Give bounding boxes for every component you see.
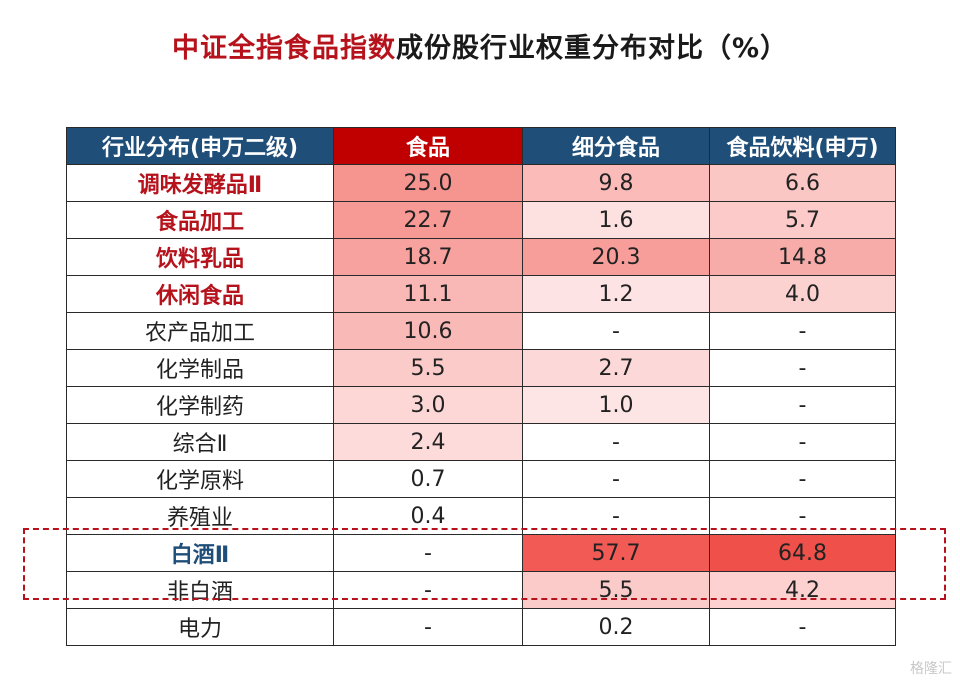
value-cell: - [709, 386, 896, 424]
industry-cell: 调味发酵品Ⅱ [66, 164, 334, 202]
value-cell: 11.1 [333, 275, 523, 313]
industry-cell: 食品加工 [66, 201, 334, 239]
industry-cell: 养殖业 [66, 497, 334, 535]
value-cell: 5.5 [333, 349, 523, 387]
value-cell: - [709, 423, 896, 461]
table-row: 休闲食品 11.1 1.2 4.0 [66, 275, 896, 313]
table-row: 综合Ⅱ 2.4- - [66, 423, 896, 461]
column-header-sub-food: 细分食品 [522, 127, 710, 165]
value-cell: 2.7 [522, 349, 710, 387]
industry-cell: 饮料乳品 [66, 238, 334, 276]
value-cell: 4.2 [709, 571, 896, 609]
table-row: 饮料乳品 18.7 20.3 14.8 [66, 238, 896, 276]
industry-cell: 休闲食品 [66, 275, 334, 313]
table-row: 化学原料 0.7- - [66, 460, 896, 498]
value-cell: 64.8 [709, 534, 896, 572]
value-cell: - [522, 460, 710, 498]
value-cell: 5.5 [522, 571, 710, 609]
chart-title-rest: 成份股行业权重分布对比（%） [395, 33, 789, 64]
table-row: 农产品加工 10.6- - [66, 312, 896, 350]
table-header-row: 行业分布(申万二级) 食品 细分食品 食品饮料(申万) [66, 127, 896, 165]
table-body: 调味发酵品Ⅱ 25.0 9.8 6.6 食品加工 22.7 1.6 5.7 饮料乳品 18.7 20… [66, 164, 896, 646]
value-cell: 57.7 [522, 534, 710, 572]
column-header-industry: 行业分布(申万二级) [66, 127, 334, 165]
table-row: 调味发酵品Ⅱ 25.0 9.8 6.6 [66, 164, 896, 202]
industry-cell: 综合Ⅱ [66, 423, 334, 461]
value-cell: 1.0 [522, 386, 710, 424]
value-cell: - [522, 312, 710, 350]
table-row: 电力 -0.2- [66, 608, 896, 646]
industry-cell: 白酒Ⅱ [66, 534, 334, 572]
industry-cell: 非白酒 [66, 571, 334, 609]
value-cell: 3.0 [333, 386, 523, 424]
value-cell: - [522, 423, 710, 461]
value-cell: - [709, 608, 896, 646]
value-cell: 2.4 [333, 423, 523, 461]
value-cell: 0.4 [333, 497, 523, 535]
table-row: 白酒Ⅱ -57.7 64.8 [66, 534, 896, 572]
value-cell: - [709, 460, 896, 498]
value-cell: 22.7 [333, 201, 523, 239]
value-cell: 5.7 [709, 201, 896, 239]
chart-title-highlight: 中证全指食品指数 [171, 33, 396, 64]
value-cell: 25.0 [333, 164, 523, 202]
column-header-food: 食品 [333, 127, 523, 165]
industry-cell: 化学制品 [66, 349, 334, 387]
value-cell: - [333, 571, 523, 609]
chart-title: 中证全指食品指数成份股行业权重分布对比（%） [0, 26, 960, 65]
value-cell: 10.6 [333, 312, 523, 350]
table-row: 化学制品 5.5 2.7- [66, 349, 896, 387]
value-cell: - [333, 608, 523, 646]
value-cell: - [333, 534, 523, 572]
value-cell: - [709, 497, 896, 535]
table-row: 食品加工 22.7 1.6 5.7 [66, 201, 896, 239]
value-cell: 0.2 [522, 608, 710, 646]
industry-cell: 化学制药 [66, 386, 334, 424]
table-row: 非白酒 -5.5 4.2 [66, 571, 896, 609]
value-cell: 14.8 [709, 238, 896, 276]
value-cell: 18.7 [333, 238, 523, 276]
watermark: 格隆汇 [910, 661, 952, 677]
industry-cell: 农产品加工 [66, 312, 334, 350]
value-cell: 9.8 [522, 164, 710, 202]
column-header-food-beverage: 食品饮料(申万) [709, 127, 896, 165]
value-cell: 1.6 [522, 201, 710, 239]
weight-table: 行业分布(申万二级) 食品 细分食品 食品饮料(申万) 调味发酵品Ⅱ 25.0 9.… [66, 127, 896, 646]
value-cell: 6.6 [709, 164, 896, 202]
value-cell: 1.2 [522, 275, 710, 313]
value-cell: - [522, 497, 710, 535]
industry-cell: 化学原料 [66, 460, 334, 498]
table-row: 化学制药 3.0 1.0- [66, 386, 896, 424]
value-cell: 0.7 [333, 460, 523, 498]
value-cell: - [709, 312, 896, 350]
value-cell: 20.3 [522, 238, 710, 276]
industry-cell: 电力 [66, 608, 334, 646]
table-row: 养殖业 0.4- - [66, 497, 896, 535]
value-cell: - [709, 349, 896, 387]
value-cell: 4.0 [709, 275, 896, 313]
